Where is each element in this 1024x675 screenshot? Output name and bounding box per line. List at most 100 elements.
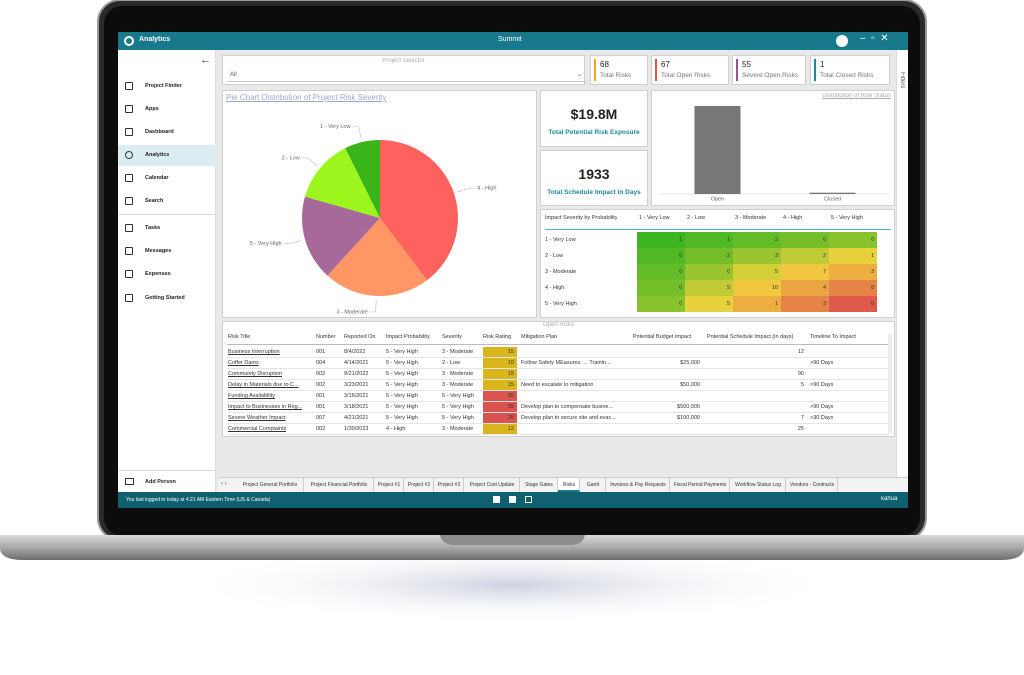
x-tick-label: Closed [824,196,841,202]
risk-link[interactable]: Funding Availability [228,393,275,399]
heatmap-cell: 0 [781,232,829,248]
kpi-accent [814,59,816,81]
tab-nav[interactable]: ‹ › [221,481,227,487]
selector-dropdown[interactable]: All ⌄ [227,70,586,82]
bar [694,105,741,194]
tab[interactable]: Project Financial Portfolio [304,478,374,492]
collapse-arrow[interactable]: ← [200,54,211,66]
nav-item[interactable]: Tasks [118,220,216,237]
heatmap-cell: 2 [781,248,829,264]
nav-item[interactable]: Search [118,193,216,210]
tab[interactable]: Fiscal Period Payments [670,478,730,492]
open-risks-panel: Open Risks Risk Title Number Reported On Im… [222,321,895,437]
view-icon[interactable] [525,496,532,503]
nav-item[interactable]: Project Finder [118,78,216,95]
table-cell: 15 [507,382,514,388]
tab[interactable]: Project #2 [404,478,434,492]
nav-icon [125,151,133,159]
table-cell: 5 [800,382,804,388]
risk-link[interactable]: Business Interruption [228,349,280,355]
table-cell: 1/30/2023 [344,426,369,432]
nav-icon [125,270,133,278]
table-cell: $50,000 [680,382,700,388]
tab[interactable]: Gantt [580,478,606,492]
table-cell: 3 - Moderate [442,371,474,377]
table-cell: 5 - Very High [386,382,418,388]
heatmap-cell: 3 [733,248,781,264]
pie-label: 4 - High [477,186,496,192]
tab[interactable]: Stage Gates [520,478,558,492]
tab-label: Project Cost Update [469,482,515,488]
heatmap-cell: 3 [829,264,877,280]
heatmap-cell: 5 [685,280,733,296]
status-text: You last logged in today at 4:21 AM East… [126,497,271,503]
heatmap-value: 1 [726,237,730,243]
heatmap-value: 0 [726,269,730,275]
leader-line [457,187,476,193]
pie-slice [304,148,380,218]
table-cell: 5 - Very High [386,371,418,377]
table-cell: 9/21/2022 [344,371,369,377]
project-selector[interactable]: Project Selector All ⌄ [222,55,586,85]
heatmap-cell: 4 [781,280,829,296]
heatmap-column: 2 - Low [687,215,706,221]
nav-item[interactable]: Messages [118,243,216,260]
heatmap-value: 3 [870,269,874,275]
tab[interactable]: Project Cost Update [464,478,520,492]
table-cell: 3/16/2021 [344,393,369,399]
view-icon[interactable] [509,496,516,503]
tab[interactable]: Risks [558,478,580,492]
table-cell: 3 - Moderate [442,382,474,388]
table-cell: 15 [507,371,514,377]
heatmap-row-label: 4 - High [545,285,565,291]
column-header: Potential Schedule Impact (in days) [707,334,794,340]
heatmap-cell: 5 [685,296,733,312]
risk-link[interactable]: Coffer Dams [228,360,259,366]
tab[interactable]: Vendors - Contracts [786,478,838,492]
nav-item[interactable]: Dashboard [118,124,216,141]
nav-item[interactable]: Calendar [118,170,216,187]
add-person[interactable]: Add Person [118,474,216,490]
table-cell: 001 [316,393,326,399]
divider [118,470,216,471]
column-header: Timeline To Impact [810,334,856,340]
kpi-card: 67 Total Open Risks [651,55,729,85]
table-cell: Follow Safety MEasures. ... Trainin... [521,360,611,366]
column-header: Risk Rating [483,334,512,340]
tab-label: Project #2 [407,482,431,488]
heatmap-value: 1 [774,301,778,307]
table-cell: 8/4/2022 [344,349,366,355]
risk-link[interactable]: Delay in Materials due to C... [228,382,299,388]
nav-item[interactable]: Apps [118,101,216,118]
filters-strip[interactable]: Filters [896,50,908,477]
risk-link[interactable]: Severe Weather Impact [228,415,286,421]
risk-link[interactable]: Impact to Businesses in Reg... [228,404,303,410]
card-value: $19.8M [570,106,618,122]
nav-icon [125,247,133,255]
table-title: Open Risks [542,322,574,328]
window-controls[interactable]: – ▫ ✕ [860,33,889,44]
tab[interactable]: Project #1 [374,478,404,492]
risk-link[interactable]: Commercial Complaints [228,426,287,432]
column-header: Mitigation Plan [521,334,558,340]
heatmap-value: 2 [726,253,730,259]
view-icon[interactable] [493,496,500,503]
nav-item[interactable]: Expenses [118,266,216,283]
table-cell: 4/14/2021 [344,360,369,366]
status-bar: You last logged in today at 4:21 AM East… [118,492,908,508]
tab[interactable]: Project General Portfolio [236,478,304,492]
table-cell: 5 - Very High [386,360,418,366]
risk-link[interactable]: Community Disruption [228,371,283,377]
nav-item[interactable]: Analytics [118,147,216,164]
heatmap-value: 2 [774,237,778,243]
tab[interactable]: Invoices & Pay Requests [606,478,670,492]
workspace-name: Summit [498,36,522,43]
heatmap-row-label: 5 - Very High [545,301,577,307]
table-cell: 12 [507,426,514,432]
filters-label: Filters [899,72,905,89]
user-avatar[interactable] [836,35,848,47]
tab[interactable]: Workflow Status Log [730,478,786,492]
nav-item[interactable]: Getting Started [118,290,216,307]
heatmap-value: 0 [870,301,874,307]
tab[interactable]: Project #3 [434,478,464,492]
